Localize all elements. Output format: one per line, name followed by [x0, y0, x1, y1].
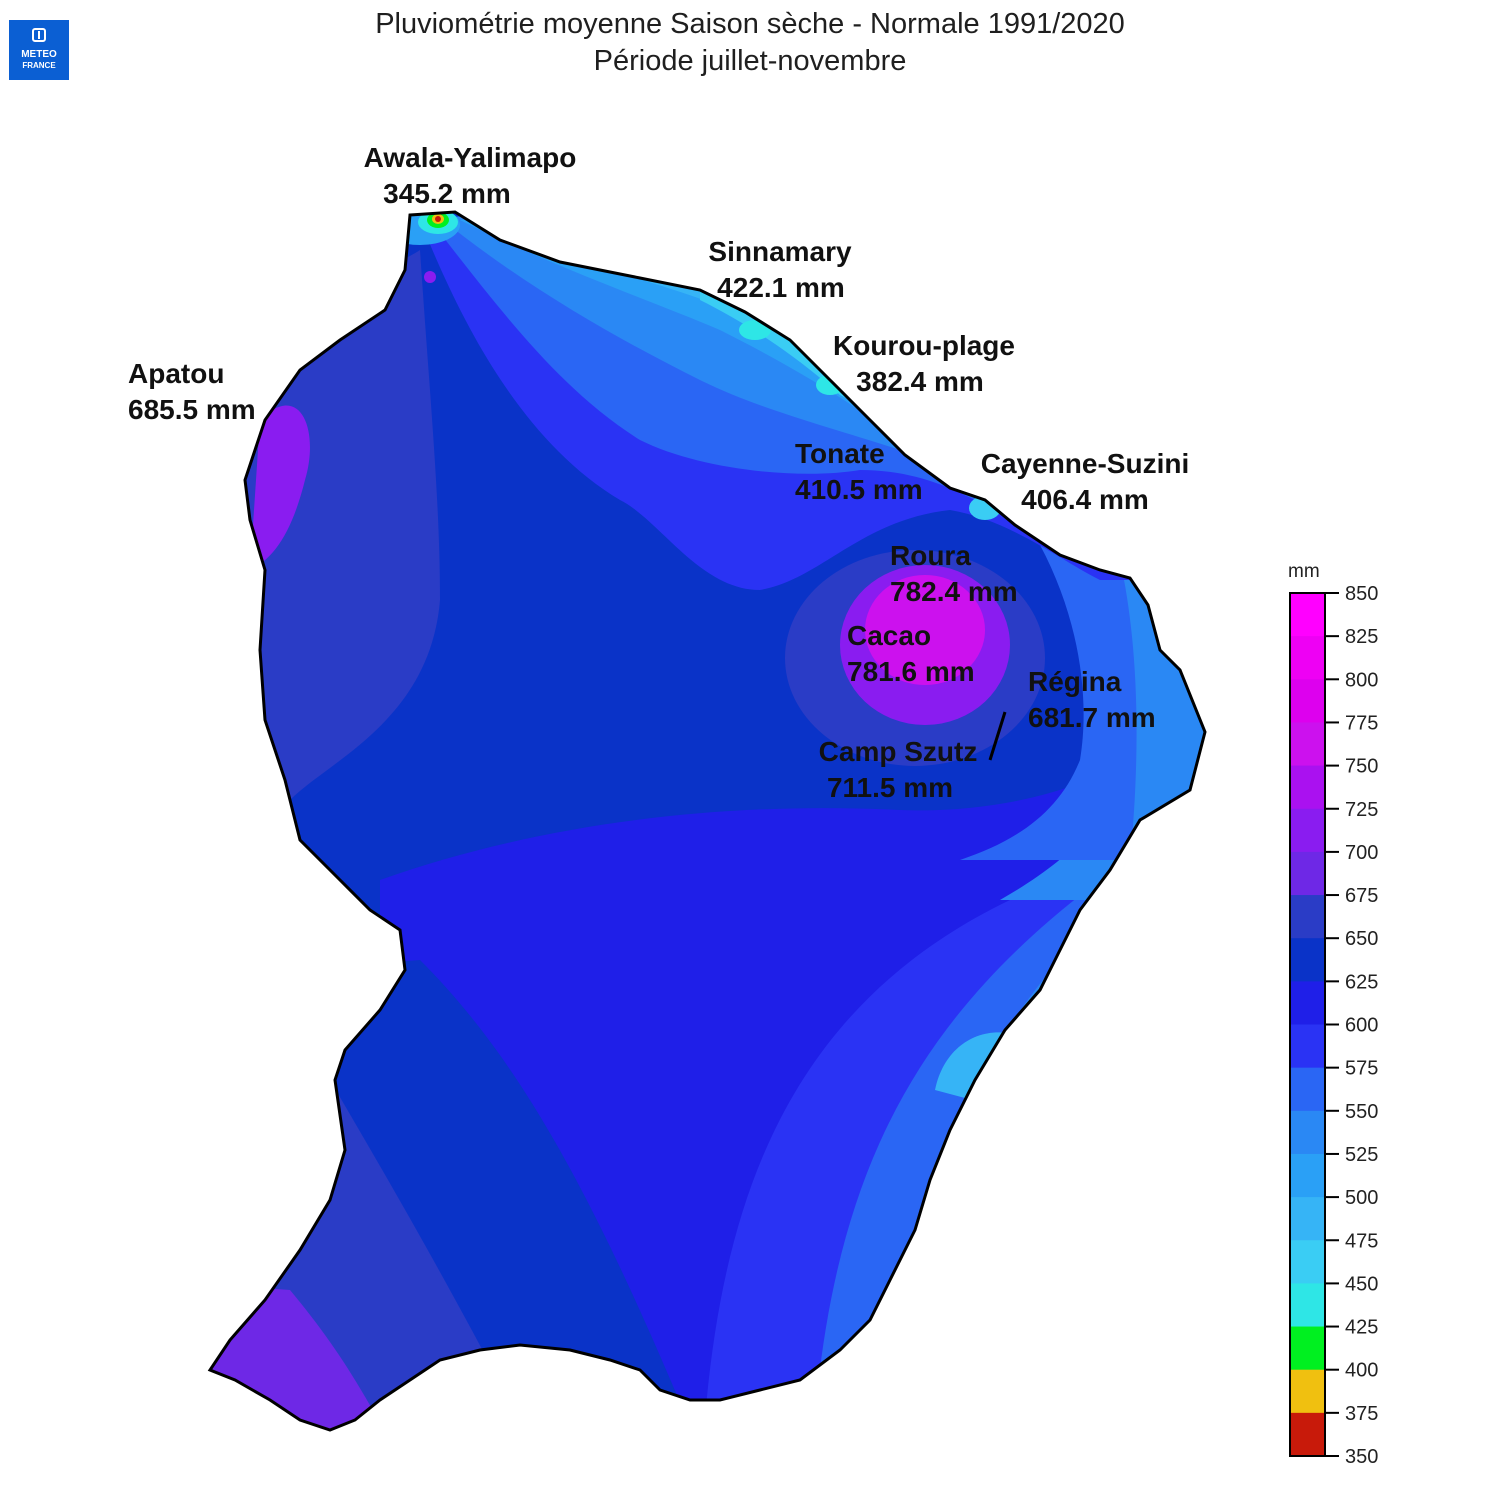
- map-subtitle: Période juillet-novembre: [593, 45, 907, 77]
- territory-outline: [207, 210, 1207, 1432]
- logo-text-bottom: FRANCE: [22, 61, 56, 70]
- station-value-cacao: 781.6 mm: [847, 656, 975, 687]
- station-name-tonate: Tonate: [795, 438, 885, 469]
- scale-band: [1290, 1197, 1325, 1241]
- scale-tick-label: 500: [1345, 1187, 1378, 1209]
- scale-band: [1290, 938, 1325, 982]
- scale-band: [1290, 765, 1325, 810]
- scale-tick-label: 400: [1345, 1360, 1378, 1382]
- scale-band: [1290, 851, 1325, 896]
- station-value-kourou-plage: 382.4 mm: [856, 366, 984, 397]
- camp-szutz-pointer: [988, 711, 1007, 761]
- scale-band: [1290, 981, 1325, 1025]
- station-labels: Awala-Yalimapo 345.2 mm Sinnamary 422.1 …: [128, 142, 1189, 803]
- scale-tick-label: 675: [1345, 885, 1378, 907]
- scale-tick-label: 425: [1345, 1317, 1378, 1339]
- scale-band: [1290, 1412, 1325, 1457]
- scale-tick-label: 775: [1345, 712, 1378, 734]
- station-value-roura: 782.4 mm: [890, 576, 1018, 607]
- scale-tick-label: 600: [1345, 1015, 1378, 1037]
- scale-tick-label: 450: [1345, 1273, 1378, 1295]
- station-value-tonate: 410.5 mm: [795, 474, 923, 505]
- scale-tick-label: 350: [1345, 1446, 1378, 1468]
- scale-tick-label: 625: [1345, 971, 1378, 993]
- scale-band: [1290, 808, 1325, 853]
- scale-band: [1290, 593, 1325, 637]
- scale-tick-label: 800: [1345, 669, 1378, 691]
- station-name-cayenne-suzini: Cayenne-Suzini: [981, 448, 1189, 479]
- scale-ticks: 850 825 800 775 750 725 700 675 650 625 600 575 550 5…: [1325, 583, 1378, 1468]
- station-value-sinnamary: 422.1 mm: [717, 272, 845, 303]
- scale-band: [1290, 636, 1325, 680]
- station-name-apatou: Apatou: [128, 358, 224, 389]
- scale-band: [1290, 1369, 1325, 1414]
- scale-band: [1290, 1240, 1325, 1284]
- station-value-regina: 681.7 mm: [1028, 702, 1156, 733]
- scale-tick-label: 475: [1345, 1230, 1378, 1252]
- scale-band: [1290, 1067, 1325, 1112]
- scale-tick-label: 650: [1345, 928, 1378, 950]
- scale-band: [1290, 1326, 1325, 1371]
- scale-band: [1290, 679, 1325, 723]
- station-name-regina: Régina: [1028, 666, 1122, 697]
- station-name-awala-yalimapo: Awala-Yalimapo: [364, 142, 577, 173]
- station-name-roura: Roura: [890, 540, 971, 571]
- scale-tick-label: 750: [1345, 756, 1378, 778]
- station-value-cayenne-suzini: 406.4 mm: [1021, 484, 1149, 515]
- scale-unit: mm: [1288, 561, 1320, 582]
- scale-band: [1290, 1153, 1325, 1198]
- station-value-apatou: 685.5 mm: [128, 394, 256, 425]
- scale-tick-label: 850: [1345, 583, 1378, 605]
- station-name-kourou-plage: Kourou-plage: [833, 330, 1015, 361]
- scale-bands: [1290, 593, 1325, 1457]
- scale-band: [1290, 722, 1325, 767]
- station-value-camp-szutz: 711.5 mm: [827, 772, 953, 803]
- scale-band: [1290, 1110, 1325, 1155]
- scale-tick-label: 575: [1345, 1058, 1378, 1080]
- scale-band: [1290, 1024, 1325, 1069]
- station-name-cacao: Cacao: [847, 620, 931, 651]
- meteo-france-logo: METEO FRANCE: [9, 20, 69, 80]
- station-value-awala-yalimapo: 345.2 mm: [383, 178, 511, 209]
- station-name-camp-szutz: Camp Szutz: [819, 736, 978, 767]
- scale-tick-label: 525: [1345, 1144, 1378, 1166]
- scale-tick-label: 550: [1345, 1101, 1378, 1123]
- logo-text-top: METEO: [21, 49, 57, 60]
- scale-tick-label: 725: [1345, 799, 1378, 821]
- map-title: Pluviométrie moyenne Saison sèche - Norm…: [375, 8, 1125, 40]
- scale-band: [1290, 1283, 1325, 1328]
- scale-tick-label: 700: [1345, 842, 1378, 864]
- station-name-sinnamary: Sinnamary: [708, 236, 852, 267]
- rainfall-color-scale: mm 850 825 800 775 750 725 700 675 650 625 600 575 5…: [1288, 561, 1378, 1468]
- scale-tick-label: 825: [1345, 626, 1378, 648]
- scale-band: [1290, 895, 1325, 939]
- scale-tick-label: 375: [1345, 1403, 1378, 1425]
